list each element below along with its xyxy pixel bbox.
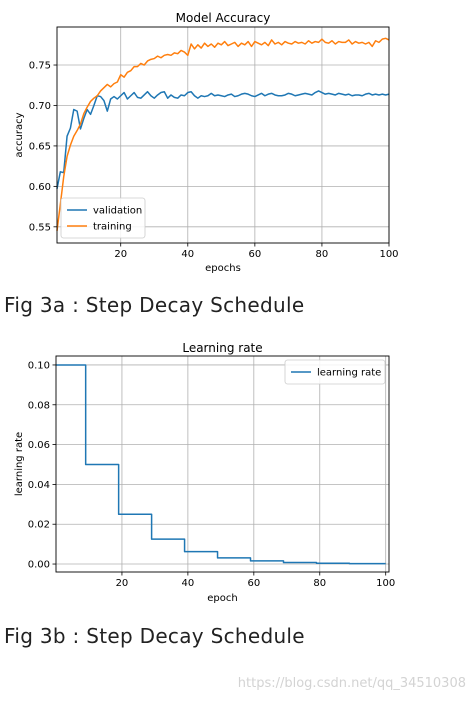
legend: validation training <box>60 197 146 239</box>
legend-box <box>60 197 146 239</box>
x-tick-label: 100 <box>376 578 395 589</box>
y-tick-label: 0.70 <box>29 101 51 112</box>
series-line-training <box>56 37 390 231</box>
y-axis-label: accuracy <box>14 112 25 157</box>
legend: learning rate <box>284 359 386 385</box>
legend-label: validation <box>93 206 142 217</box>
chart-1: 20 40 60 80 100 0.55 0.60 0.65 0.70 0.75 Model Acc… <box>14 11 399 274</box>
y-tick-label: 0.06 <box>28 440 50 451</box>
x-tick-label: 20 <box>116 578 129 589</box>
legend-label: training <box>93 222 132 233</box>
x-tick-label: 40 <box>182 578 195 589</box>
plot-frame <box>56 26 390 244</box>
x-tick-label: 20 <box>114 249 127 260</box>
y-tick-label: 0.10 <box>28 360 50 371</box>
chart-title: Model Accuracy <box>176 11 271 25</box>
x-tick-label: 40 <box>181 249 194 260</box>
y-tick-label: 0.75 <box>29 61 51 72</box>
x-axis-label: epochs <box>205 263 241 274</box>
legend-box <box>284 359 386 385</box>
y-tick-label: 0.00 <box>28 560 50 571</box>
y-axis-label: learning rate <box>14 432 25 496</box>
legend-label: learning rate <box>317 368 381 379</box>
y-tick-label: 0.60 <box>29 182 51 193</box>
chart-title: Learning rate <box>182 341 262 355</box>
plot-frame <box>55 355 390 573</box>
x-tick-label: 80 <box>313 578 326 589</box>
series-line-validation <box>56 90 390 189</box>
figure-caption-3b: Fig 3b : Step Decay Schedule <box>4 624 305 648</box>
chart-2: 20 40 60 80 100 0.00 0.02 0.04 0.06 0.08 0.10 Learn… <box>14 341 395 604</box>
series-line-learning-rate <box>56 364 386 565</box>
y-tick-label: 0.55 <box>29 222 51 233</box>
figure-caption-3a: Fig 3a : Step Decay Schedule <box>4 293 305 317</box>
y-tick-label: 0.04 <box>28 480 50 491</box>
y-tick-label: 0.08 <box>28 400 50 411</box>
y-tick-label: 0.65 <box>29 141 51 152</box>
x-tick-label: 100 <box>379 249 398 260</box>
x-tick-label: 60 <box>247 578 260 589</box>
x-tick-label: 80 <box>316 249 329 260</box>
x-axis-label: epoch <box>207 593 237 604</box>
y-tick-label: 0.02 <box>28 520 50 531</box>
watermark: https://blog.csdn.net/qq_34510308 <box>237 676 466 691</box>
x-tick-label: 60 <box>248 249 261 260</box>
